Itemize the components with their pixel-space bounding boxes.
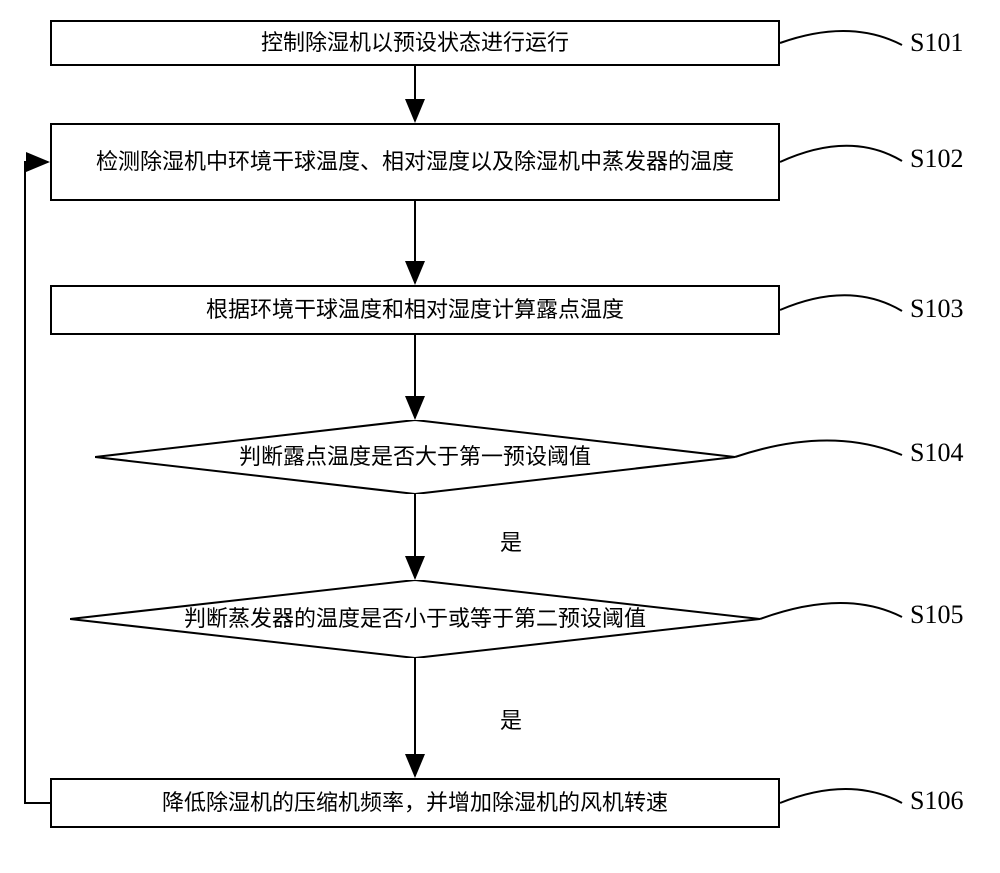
decision-s105: 判断蒸发器的温度是否小于或等于第二预设阈值 [70,580,760,658]
diamond-shape [70,580,760,658]
step-label-s104: S104 [910,438,963,468]
step-label-s103: S103 [910,294,963,324]
process-text: 降低除湿机的压缩机频率，并增加除湿机的风机转速 [162,788,668,819]
edge-label-yes-1: 是 [500,525,522,557]
edge-label-yes-2: 是 [500,703,522,735]
process-s103: 根据环境干球温度和相对湿度计算露点温度 [50,285,780,335]
process-text: 根据环境干球温度和相对湿度计算露点温度 [206,295,624,326]
process-text: 控制除湿机以预设状态进行运行 [261,28,569,59]
step-label-s106: S106 [910,786,963,816]
process-s101: 控制除湿机以预设状态进行运行 [50,20,780,66]
process-s106: 降低除湿机的压缩机频率，并增加除湿机的风机转速 [50,778,780,828]
step-label-s105: S105 [910,600,963,630]
diamond-shape [95,420,735,494]
step-label-s102: S102 [910,144,963,174]
decision-s104: 判断露点温度是否大于第一预设阈值 [95,420,735,494]
process-text: 检测除湿机中环境干球温度、相对湿度以及除湿机中蒸发器的温度 [96,147,734,178]
process-s102: 检测除湿机中环境干球温度、相对湿度以及除湿机中蒸发器的温度 [50,123,780,201]
step-label-s101: S101 [910,28,963,58]
flowchart-container: 控制除湿机以预设状态进行运行 S101 检测除湿机中环境干球温度、相对湿度以及除… [0,0,1000,873]
